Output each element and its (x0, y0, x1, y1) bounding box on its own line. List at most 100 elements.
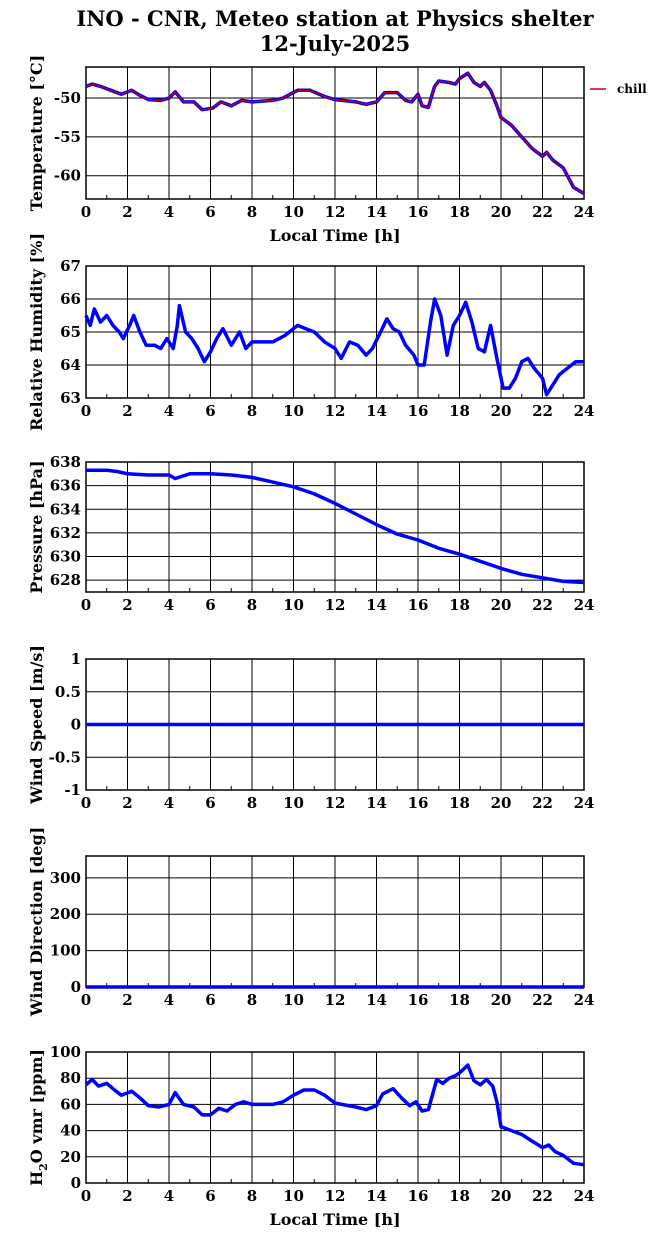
y-tick-label: 20 (60, 1148, 81, 1166)
x-tick-label: 24 (574, 794, 595, 812)
x-tick-label: 0 (81, 203, 91, 221)
x-tick-label: 12 (325, 1187, 346, 1205)
y-tick-label: -50 (54, 89, 81, 107)
y-tick-label: 0 (71, 1174, 81, 1192)
x-tick-label: 6 (205, 794, 215, 812)
x-tick-label: 14 (366, 596, 387, 614)
x-tick-label: 18 (449, 596, 470, 614)
panel-2: 0 2 4 6 8 10 12 14 16 18 20 22 246364656667Relative … (27, 233, 594, 431)
x-tick-label: 0 (81, 1187, 91, 1205)
x-tick-label: 8 (247, 1187, 257, 1205)
x-tick-label: 0 (81, 794, 91, 812)
x-tick-label: 6 (205, 402, 215, 420)
y-axis-label: Wind Speed [m/s] (27, 645, 46, 805)
y-tick-label: 628 (50, 571, 81, 589)
x-tick-label: 16 (408, 203, 429, 221)
x-tick-label: 0 (81, 596, 91, 614)
y-tick-label: 632 (50, 524, 81, 542)
x-tick-label: 18 (449, 402, 470, 420)
x-tick-label: 20 (491, 1187, 512, 1205)
y-tick-label: 638 (50, 453, 81, 471)
x-tick-label: 20 (491, 203, 512, 221)
x-tick-label: 2 (122, 794, 132, 812)
y-tick-label: 64 (60, 356, 81, 374)
x-tick-label: 10 (283, 596, 304, 614)
x-tick-label: 12 (325, 991, 346, 1009)
y-tick-label: 60 (60, 1095, 81, 1113)
x-tick-label: 12 (325, 596, 346, 614)
x-tick-label: 16 (408, 402, 429, 420)
x-tick-label: 8 (247, 596, 257, 614)
y-tick-label: 634 (50, 500, 81, 518)
x-tick-label: 6 (205, 1187, 215, 1205)
plot-frame (85, 66, 585, 200)
x-tick-label: 18 (449, 991, 470, 1009)
x-tick-label: 4 (164, 794, 174, 812)
x-tick-label: 22 (532, 1187, 553, 1205)
legend-label-chill: chill (617, 82, 647, 96)
x-tick-label: 18 (449, 794, 470, 812)
y-tick-label: 200 (50, 905, 81, 923)
y-axis-label: Pressure [hPa] (27, 460, 46, 593)
x-tick-label: 24 (574, 991, 595, 1009)
x-tick-label: 10 (283, 991, 304, 1009)
x-tick-label: 10 (283, 794, 304, 812)
x-tick-label: 6 (205, 596, 215, 614)
y-tick-label: 100 (50, 1043, 81, 1061)
x-tick-label: 22 (532, 402, 553, 420)
y-tick-label: -60 (54, 167, 81, 185)
x-tick-label: 4 (164, 991, 174, 1009)
x-tick-label: 2 (122, 203, 132, 221)
x-tick-label: 12 (325, 402, 346, 420)
plot-frame (85, 461, 585, 593)
x-tick-label: 16 (408, 596, 429, 614)
x-tick-label: 16 (408, 991, 429, 1009)
x-tick-label: 16 (408, 794, 429, 812)
x-axis-label: Local Time [h] (269, 1210, 400, 1229)
x-tick-label: 6 (205, 991, 215, 1009)
y-tick-label: 636 (50, 477, 81, 495)
x-tick-label: 24 (574, 596, 595, 614)
series-line (84, 1063, 585, 1167)
x-tick-label: 14 (366, 991, 387, 1009)
x-tick-label: 0 (81, 402, 91, 420)
y-tick-label: 40 (60, 1122, 81, 1140)
y-tick-label: 0 (71, 978, 81, 996)
y-axis-label: H2O vmr [ppm] (27, 1049, 50, 1186)
chart-panels: 0 2 4 6 8 10 12 14 16 18 20 22 24-50-55-60Temperatur… (27, 55, 647, 1229)
y-axis-label: Wind Direction [deg] (27, 827, 46, 1018)
x-tick-label: 14 (366, 1187, 387, 1205)
x-tick-label: 20 (491, 794, 512, 812)
series-line (84, 297, 584, 397)
x-tick-label: 20 (491, 991, 512, 1009)
x-tick-label: 14 (366, 402, 387, 420)
y-tick-label: 630 (50, 548, 81, 566)
x-tick-label: 22 (532, 596, 553, 614)
y-axis-label: Temperature [°C] (27, 55, 46, 211)
plot-frame (85, 1051, 585, 1184)
x-tick-label: 12 (325, 794, 346, 812)
x-tick-label: 22 (532, 991, 553, 1009)
figure-title-line-1: INO - CNR, Meteo station at Physics shel… (76, 6, 594, 31)
y-tick-label: 100 (50, 942, 81, 960)
panel-1: 0 2 4 6 8 10 12 14 16 18 20 22 24-50-55-60Temperatur… (27, 55, 647, 245)
x-tick-label: 10 (283, 203, 304, 221)
y-axis-label: Relative Humidity [%] (27, 233, 46, 431)
x-tick-label: 24 (574, 1187, 595, 1205)
y-tick-label: 63 (60, 389, 81, 407)
x-tick-label: 4 (164, 1187, 174, 1205)
y-tick-label: -0.5 (49, 748, 81, 766)
x-tick-label: 0 (81, 991, 91, 1009)
x-tick-label: 8 (247, 991, 257, 1009)
x-tick-label: 4 (164, 402, 174, 420)
y-tick-label: 300 (50, 869, 81, 887)
x-tick-label: 4 (164, 203, 174, 221)
y-tick-label: 66 (60, 290, 81, 308)
x-tick-label: 8 (247, 203, 257, 221)
x-tick-label: 20 (491, 402, 512, 420)
x-tick-label: 14 (366, 794, 387, 812)
x-tick-label: 16 (408, 1187, 429, 1205)
